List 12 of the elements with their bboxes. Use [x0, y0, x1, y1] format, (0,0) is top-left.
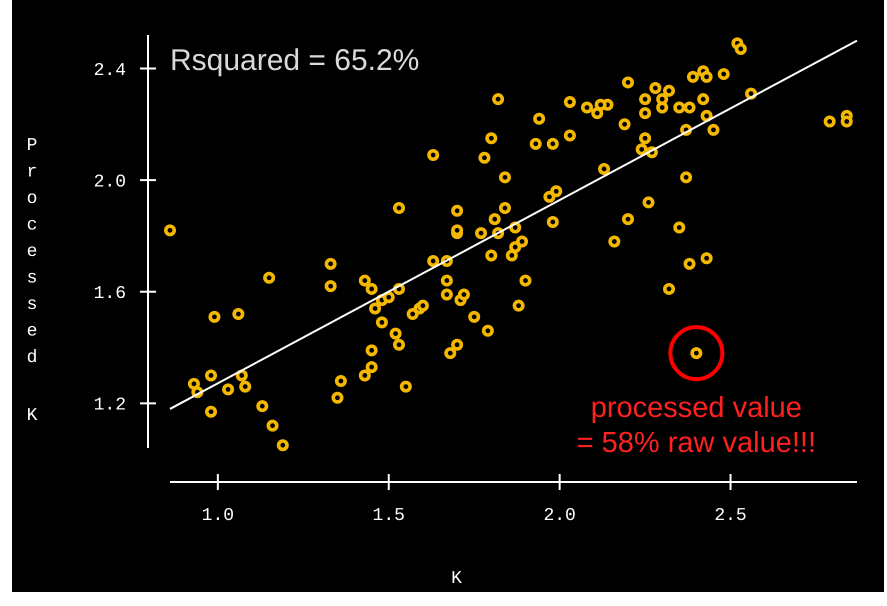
annotation: Rsquared = 65.2%: [170, 44, 420, 77]
text: Processed K: [26, 136, 38, 426]
x-tick-label: 2.5: [714, 506, 747, 526]
x-tick-label: 2.0: [543, 506, 576, 526]
x-tick-label: 1.0: [202, 506, 234, 526]
y-tick-label: 2.0: [94, 172, 126, 192]
x-axis-title: K: [451, 569, 462, 589]
y-tick-label: 1.2: [94, 396, 126, 416]
annotation: processed value = 58% raw value!!!: [576, 392, 816, 460]
x-tick-label: 1.5: [372, 506, 405, 526]
y-tick-label: 1.6: [94, 284, 126, 304]
y-tick-label: 2.4: [94, 60, 126, 81]
